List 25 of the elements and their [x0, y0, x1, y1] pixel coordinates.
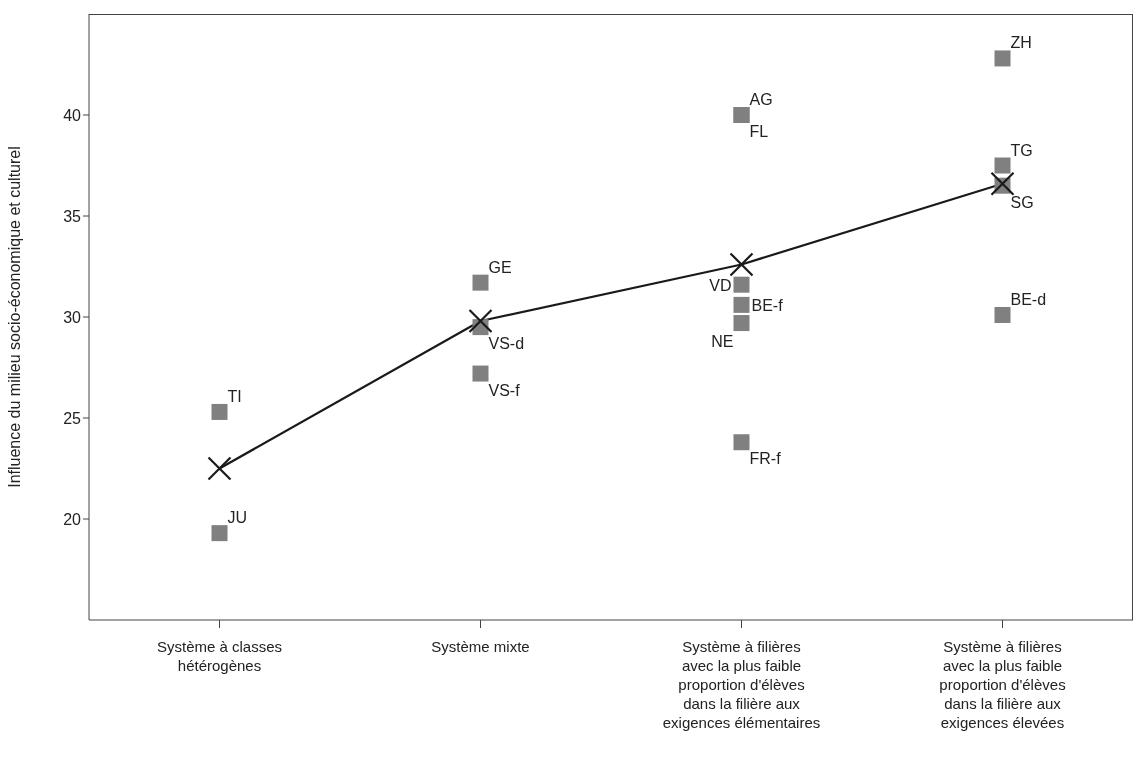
x-tick-label: Système mixte — [431, 638, 530, 655]
y-axis-title: Influence du milieu socio-économique et culturel — [5, 146, 23, 488]
annotation: SG — [1010, 193, 1034, 211]
annotation: FL — [749, 123, 769, 140]
annotation: JU — [227, 509, 248, 527]
y-tick-label: 40 — [63, 106, 82, 124]
x-tick-label: Système à filières avec la plus faible proportion d'élèves dans la filière aux exigences élémentaires — [662, 638, 821, 731]
y-tick-label: 35 — [63, 207, 82, 225]
annotation: FR-f — [749, 450, 782, 468]
annotation: BE-f — [751, 296, 784, 314]
x-tick-label: Système à filières avec la plus faible proportion d'élèves dans la filière aux exigences élevées — [939, 638, 1066, 731]
x-tick-label: Système à classes hétérogènes — [156, 638, 283, 674]
annotation: VS-d — [488, 335, 525, 353]
annotation: GE — [488, 258, 512, 276]
annotation: AG — [749, 91, 773, 108]
annotation: NE — [711, 333, 734, 351]
y-tick-label: 25 — [63, 409, 82, 427]
annotation: VS-f — [488, 381, 521, 399]
annotation: TI — [227, 387, 242, 405]
annotation: BE-d — [1010, 290, 1047, 308]
annotation: TG — [1010, 141, 1033, 159]
y-tick-label: 20 — [63, 510, 82, 528]
annotation: VD — [709, 276, 732, 294]
annotation: ZH — [1010, 34, 1032, 52]
y-tick-label: 30 — [63, 308, 82, 326]
